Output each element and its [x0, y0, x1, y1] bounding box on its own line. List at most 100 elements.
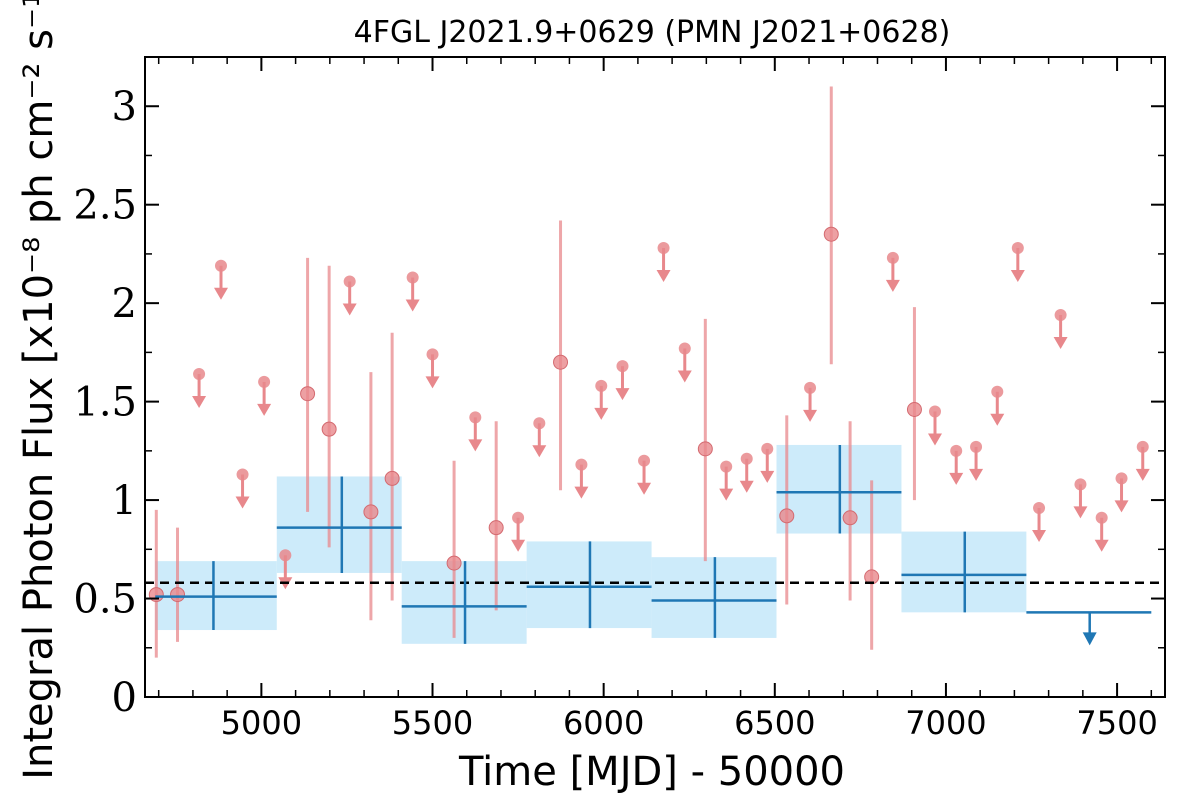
- short-bin-upper-limit-arrowhead: [468, 439, 483, 452]
- short-bin-upper-limit-marker: [1136, 440, 1149, 453]
- short-bin-upper-limit-arrowhead: [990, 413, 1005, 426]
- short-bin-point: [823, 226, 839, 242]
- short-bin-upper-limit-arrowhead: [637, 482, 652, 495]
- x-tick-label: 5500: [392, 704, 473, 742]
- short-bin-upper-limit-marker: [512, 511, 525, 524]
- short-bin-upper-limit-marker: [533, 417, 546, 430]
- short-bin-upper-limit-marker: [1054, 308, 1067, 321]
- short-bin-upper-limit-arrowhead: [342, 303, 357, 316]
- x-tick-label: 6500: [734, 704, 815, 742]
- short-bin-upper-limit-marker: [469, 411, 482, 424]
- short-bin-upper-limit-marker: [886, 251, 899, 264]
- short-bin-upper-limit-marker: [1074, 478, 1087, 491]
- short-bin-upper-limit-marker: [595, 379, 608, 392]
- short-bin-upper-limit-arrowhead: [257, 403, 272, 416]
- short-bin-upper-limit-arrowhead: [574, 486, 589, 499]
- short-bin-upper-limit-marker: [1033, 501, 1046, 514]
- short-bin-point: [697, 441, 713, 457]
- short-bin-upper-limit-arrowhead: [927, 433, 942, 446]
- short-bin-upper-limit-marker: [991, 385, 1004, 398]
- short-bin-upper-limit-arrowhead: [405, 299, 420, 312]
- short-bin-upper-limit-arrowhead: [656, 270, 671, 283]
- y-tick-label: 1: [112, 478, 137, 524]
- short-bin-upper-limit-marker: [343, 275, 356, 288]
- y-tick-label: 3: [112, 84, 137, 130]
- short-bin-upper-limit-marker: [970, 440, 983, 453]
- y-tick-label: 0: [112, 675, 137, 721]
- short-bin-upper-limit-arrowhead: [1114, 500, 1129, 513]
- short-bin-upper-limit-arrowhead: [1032, 529, 1047, 542]
- short-bin-upper-limit-marker: [1095, 511, 1108, 524]
- plot-area: [145, 86, 1165, 658]
- y-tick-label: 0.5: [73, 577, 137, 623]
- short-bin-upper-limit-marker: [575, 458, 588, 471]
- short-bin-upper-limit-arrowhead: [760, 470, 775, 483]
- y-axis-label: Integral Photon Flux [x10⁻⁸ ph cm⁻² s⁻¹]: [16, 0, 62, 780]
- short-bin-upper-limit-marker: [258, 375, 271, 388]
- x-tick-label: 6000: [563, 704, 644, 742]
- short-bin-point: [384, 470, 400, 486]
- short-bin-upper-limit-marker: [1115, 472, 1128, 485]
- short-bin-point: [488, 520, 504, 536]
- y-tick-label: 2: [112, 281, 137, 327]
- short-bin-point: [906, 401, 922, 417]
- short-bin-upper-limit-arrowhead: [969, 468, 984, 481]
- short-bin-upper-limit-marker: [406, 271, 419, 284]
- short-bin-point: [321, 421, 337, 437]
- x-tick-label: 7500: [1076, 704, 1157, 742]
- short-bin-upper-limit-arrowhead: [425, 376, 440, 389]
- short-bin-point: [363, 504, 379, 520]
- short-bin-upper-limit-marker: [426, 348, 439, 361]
- short-bin-upper-limit-arrowhead: [1135, 468, 1150, 481]
- short-bin-upper-limit-arrowhead: [803, 409, 818, 422]
- plot-frame: [144, 56, 1166, 698]
- short-bin-upper-limit-arrowhead: [511, 539, 526, 552]
- short-bin-upper-limit-marker: [616, 360, 629, 373]
- short-bin-upper-limit-arrowhead: [677, 370, 692, 383]
- short-bin-upper-limit-marker: [1011, 242, 1024, 255]
- short-bin-upper-limit-marker: [657, 242, 670, 255]
- x-axis-label: Time [MJD] - 50000: [458, 749, 845, 795]
- x-tick-label: 7000: [905, 704, 986, 742]
- short-bin-upper-limit-arrowhead: [235, 496, 250, 509]
- short-bin-upper-limit-arrowhead: [615, 388, 630, 401]
- short-bin-upper-limit-marker: [236, 468, 249, 481]
- short-bin-upper-limit-marker: [279, 549, 292, 562]
- short-bin-upper-limit-arrowhead: [719, 488, 734, 501]
- short-bin-upper-limit-arrowhead: [192, 396, 207, 409]
- short-bin-upper-limit-arrowhead: [885, 279, 900, 292]
- short-bin-upper-limit-arrowhead: [1073, 506, 1088, 519]
- short-bin-upper-limit-arrowhead: [213, 287, 228, 300]
- short-bin-upper-limit-marker: [804, 381, 817, 394]
- axes: 5000 5500 6000 6500 7000 7500 0 0.5 1 1.5 2 2.5 3: [73, 56, 1166, 742]
- chart-title: 4FGL J2021.9+0629 (PMN J2021+0628): [354, 15, 951, 50]
- short-bin-upper-limit-marker: [740, 452, 753, 465]
- short-bin-upper-limit-arrowhead: [1094, 539, 1109, 552]
- short-bin-upper-limit-marker: [928, 405, 941, 418]
- short-bin-point: [842, 510, 858, 526]
- short-bin-point: [300, 386, 316, 402]
- short-bin-upper-limit-marker: [678, 342, 691, 355]
- long-bin-upper-limit-arrowhead: [1082, 632, 1097, 646]
- long-bin-band: [276, 476, 402, 573]
- x-tick-label: 5000: [221, 704, 302, 742]
- short-bin-upper-limit-marker: [214, 259, 227, 272]
- short-bin-upper-limit-arrowhead: [594, 407, 609, 420]
- y-tick-label: 2.5: [73, 183, 137, 229]
- short-bin-upper-limit-arrowhead: [739, 480, 754, 493]
- short-bin-upper-limit-marker: [720, 460, 733, 473]
- short-bin-point: [553, 354, 569, 370]
- short-bin-upper-limit-marker: [193, 368, 206, 381]
- short-bin-upper-limit-marker: [761, 442, 774, 455]
- short-bin-upper-limit-marker: [638, 454, 651, 467]
- short-bin-point: [779, 508, 795, 524]
- short-bin-upper-limit-marker: [950, 444, 963, 457]
- y-tick-label: 1.5: [73, 380, 137, 426]
- short-bin-upper-limit-arrowhead: [532, 445, 547, 458]
- short-bin-point: [170, 587, 186, 603]
- short-bin-upper-limit-arrowhead: [1010, 270, 1025, 283]
- short-bin-upper-limit-arrowhead: [949, 472, 964, 485]
- short-bin-upper-limit-arrowhead: [1053, 336, 1068, 349]
- short-bin-point: [446, 555, 462, 571]
